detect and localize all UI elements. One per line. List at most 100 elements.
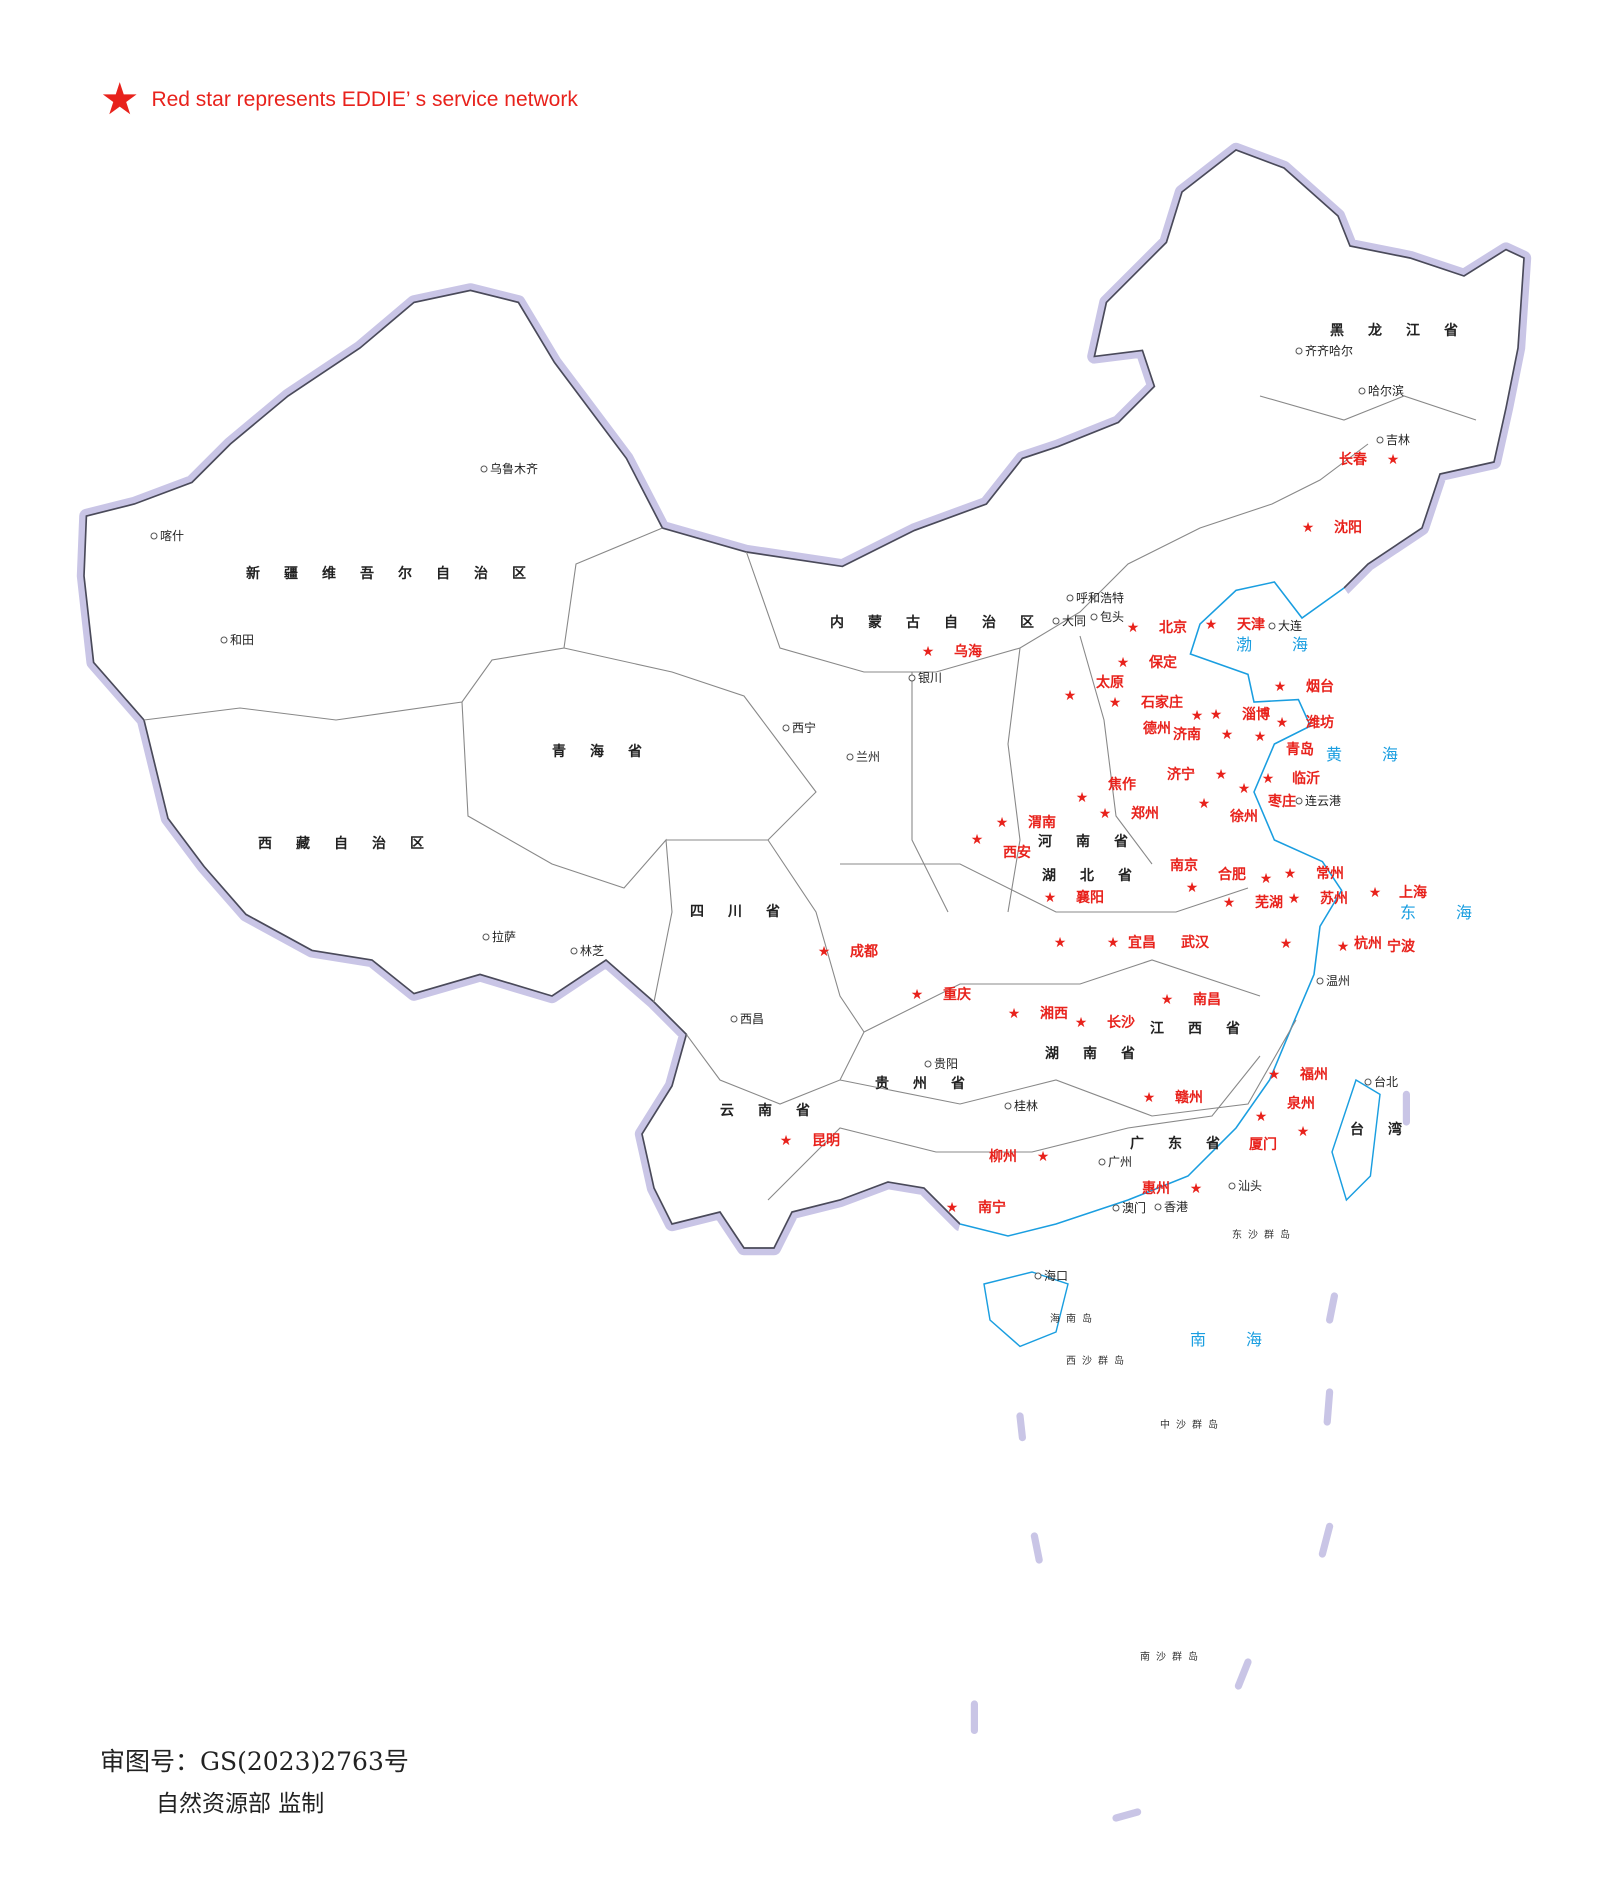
service-star-icon: ★: [1276, 715, 1289, 731]
province-boundary: [839, 1019, 1297, 1117]
hainan-island: [983, 1271, 1069, 1348]
city-label: 广州: [1108, 1155, 1132, 1169]
city-label: 齐齐哈尔: [1305, 343, 1353, 358]
city-label: 汕头: [1238, 1179, 1262, 1193]
city-label: 香港: [1164, 1200, 1188, 1214]
service-star-icon: ★: [1198, 796, 1211, 812]
province-boundary: [767, 1055, 1261, 1201]
island-label: 南沙群岛: [1140, 1650, 1204, 1663]
city-label: 海口: [1044, 1268, 1068, 1283]
city-marker-icon: [1228, 1182, 1236, 1190]
region-label: 台湾: [1350, 1121, 1426, 1138]
service-city-label: 济宁: [1167, 766, 1195, 783]
region-label: 青海省: [552, 743, 666, 760]
city-label: 林芝: [580, 943, 604, 958]
service-city-label: 湘西: [1040, 1005, 1068, 1022]
city-marker-icon: [1098, 1158, 1106, 1166]
service-star-icon: ★: [1268, 1067, 1281, 1083]
city-marker-icon: [482, 933, 490, 941]
service-city-label: 郑州: [1131, 805, 1159, 822]
service-star-icon: ★: [1127, 620, 1140, 636]
city-label: 兰州: [856, 750, 880, 764]
region-label: 西藏自治区: [258, 835, 448, 852]
city-marker-icon: [1316, 977, 1324, 985]
service-star-icon: ★: [1387, 452, 1400, 468]
city-marker-icon: [730, 1015, 738, 1023]
province-boundary: [1079, 635, 1153, 865]
legend-text: Red star represents EDDIE’ s service net…: [151, 88, 578, 111]
service-star-icon: ★: [1143, 1090, 1156, 1106]
service-star-icon: ★: [1221, 727, 1234, 743]
service-city-label: 枣庄: [1267, 793, 1296, 810]
service-city-label: 常州: [1316, 865, 1344, 882]
national-border: [83, 149, 1525, 1249]
service-city-label: 临沂: [1292, 770, 1320, 787]
service-city-label: 济南: [1173, 726, 1201, 743]
service-star-icon: ★: [1075, 1015, 1088, 1031]
service-star-icon: ★: [1191, 708, 1204, 724]
service-star-icon: ★: [1186, 880, 1199, 896]
city-marker-icon: [1004, 1102, 1012, 1110]
city-label: 贵阳: [934, 1057, 958, 1071]
service-city-label: 徐州: [1229, 808, 1258, 825]
service-star-icon: ★: [1223, 895, 1236, 911]
service-star-icon: ★: [911, 987, 924, 1003]
city-marker-icon: [1066, 594, 1074, 602]
city-marker-icon: [1358, 387, 1366, 395]
service-star-icon: ★: [1284, 866, 1297, 882]
service-star-icon: ★: [780, 1133, 793, 1149]
region-label: 四川省: [690, 903, 804, 920]
service-city-label: 青岛: [1286, 741, 1314, 758]
province-boundary: [863, 959, 1261, 1033]
service-star-icon: ★: [1107, 935, 1120, 951]
city-label: 喀什: [160, 529, 184, 543]
province-boundary: [143, 527, 663, 721]
service-star-icon: ★: [1302, 520, 1315, 536]
service-city-label: 上海: [1399, 884, 1427, 901]
maritime-boundary-dash: [1016, 1412, 1027, 1442]
service-star-icon: ★: [922, 644, 935, 660]
coastline: [959, 581, 1345, 1237]
service-star-icon: ★: [1274, 679, 1287, 695]
province-boundary: [461, 701, 673, 1003]
service-star-icon: ★: [1210, 707, 1223, 723]
region-label: 云南省: [720, 1102, 834, 1119]
service-city-label: 渭南: [1028, 814, 1056, 831]
sea-label: 黄海: [1326, 745, 1438, 764]
service-star-icon: ★: [971, 832, 984, 848]
service-city-label: 芜湖: [1255, 894, 1283, 911]
service-city-label: 保定: [1148, 654, 1177, 671]
city-label: 拉萨: [492, 929, 516, 944]
city-marker-icon: [1034, 1272, 1042, 1280]
city-marker-icon: [782, 724, 790, 732]
province-boundary: [911, 672, 949, 913]
province-boundary: [840, 863, 1249, 913]
province-boundary: [1007, 647, 1021, 913]
service-star-icon: ★: [1161, 992, 1174, 1008]
service-city-label: 西安: [1003, 844, 1031, 861]
island-label: 中沙群岛: [1160, 1418, 1224, 1431]
service-star-icon: ★: [1117, 655, 1130, 671]
service-city-label: 宁波: [1387, 938, 1416, 955]
service-city-label: 乌海: [954, 643, 982, 660]
service-city-label: 襄阳: [1075, 889, 1104, 906]
city-marker-icon: [1364, 1078, 1372, 1086]
service-city-label: 南京: [1170, 857, 1198, 874]
service-star-icon: ★: [1337, 939, 1350, 955]
region-label: 黑龙江省: [1330, 322, 1482, 339]
city-label: 吉林: [1386, 433, 1410, 447]
city-label: 呼和浩特: [1076, 590, 1124, 605]
region-label: 江西省: [1150, 1020, 1264, 1037]
city-marker-icon: [1090, 613, 1098, 621]
city-label: 澳门: [1122, 1200, 1146, 1215]
service-star-icon: ★: [1254, 729, 1267, 745]
city-marker-icon: [924, 1060, 932, 1068]
island-label: 东沙群岛: [1232, 1228, 1296, 1241]
region-label: 湖北省: [1042, 867, 1156, 884]
service-star-icon: ★: [1109, 695, 1122, 711]
maritime-boundary-dash: [1112, 1808, 1142, 1822]
service-star-icon: ★: [1076, 790, 1089, 806]
city-label: 台北: [1374, 1074, 1398, 1089]
service-star-icon: ★: [1280, 936, 1293, 952]
